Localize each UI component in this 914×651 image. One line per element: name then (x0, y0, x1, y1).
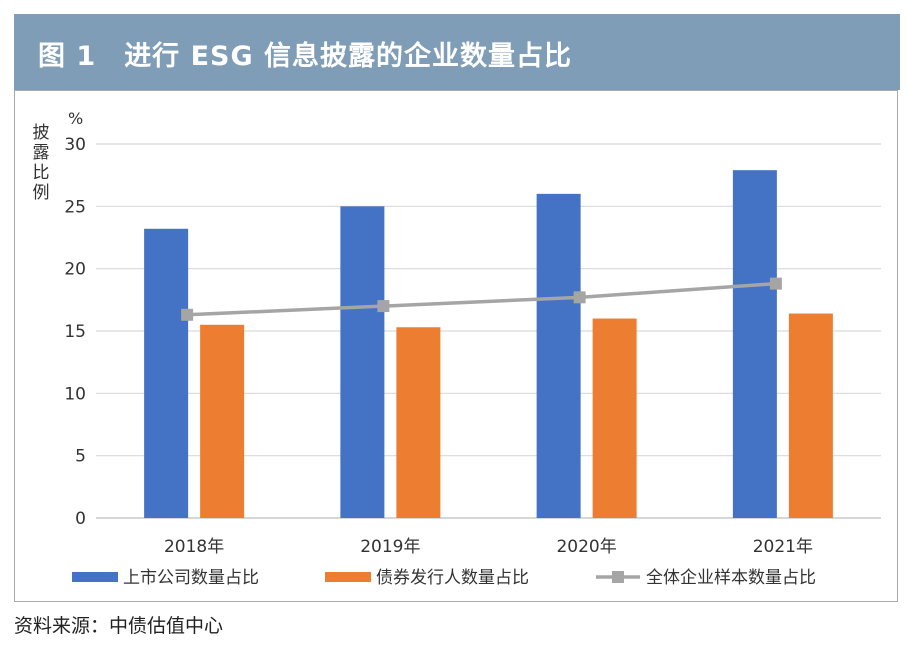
x-axis-labels: 2018年 2019年 2020年 2021年 (164, 537, 813, 557)
source-note: 资料来源：中债估值中心 (14, 615, 224, 637)
legend-label: 债券发行人数量占比 (376, 568, 529, 588)
x-tick-label: 2020年 (556, 537, 616, 557)
bar (732, 170, 777, 518)
y-tick-label: 5 (75, 447, 86, 467)
y-tick-label: 25 (64, 197, 86, 217)
figure-title: 图 1 进行 ESG 信息披露的企业数量占比 (38, 41, 573, 72)
legend-marker (612, 571, 624, 583)
bar (536, 193, 581, 518)
y-tick-label: 15 (64, 322, 86, 342)
bar (200, 324, 245, 518)
line-point (377, 300, 390, 313)
legend-label: 全体企业样本数量占比 (646, 568, 816, 588)
line-point (769, 277, 782, 290)
y-unit-label: % (68, 109, 83, 128)
series-line (187, 281, 776, 317)
y-axis-label-char: 露 (33, 143, 50, 163)
legend-swatch (325, 572, 371, 582)
y-tick-label: 0 (75, 509, 86, 529)
y-axis-label-char: 例 (33, 183, 50, 203)
bar (788, 313, 833, 518)
bars (144, 170, 833, 519)
figure-header: 图 1 进行 ESG 信息披露的企业数量占比 (14, 14, 900, 90)
legend: 上市公司数量占比 债券发行人数量占比 全体企业样本数量占比 (72, 568, 816, 588)
y-tick-label: 10 (64, 384, 86, 404)
legend-swatch (72, 572, 118, 582)
y-axis-ticks: 0 5 10 15 20 25 30% (64, 109, 86, 529)
bar (592, 318, 637, 518)
bar (340, 206, 385, 519)
line-series (181, 277, 782, 321)
bar (396, 327, 441, 518)
x-tick-label: 2021年 (753, 537, 813, 557)
y-tick-label: 30 (64, 135, 86, 155)
bar (144, 228, 189, 519)
y-axis-label-char: 披 (33, 123, 50, 143)
line-point (573, 291, 586, 304)
y-axis-label-char: 比 (33, 163, 50, 183)
y-tick-label: 20 (64, 260, 86, 280)
x-tick-label: 2018年 (164, 537, 224, 557)
legend-label: 上市公司数量占比 (123, 568, 259, 588)
x-tick-label: 2019年 (360, 537, 420, 557)
line-point (181, 308, 194, 321)
